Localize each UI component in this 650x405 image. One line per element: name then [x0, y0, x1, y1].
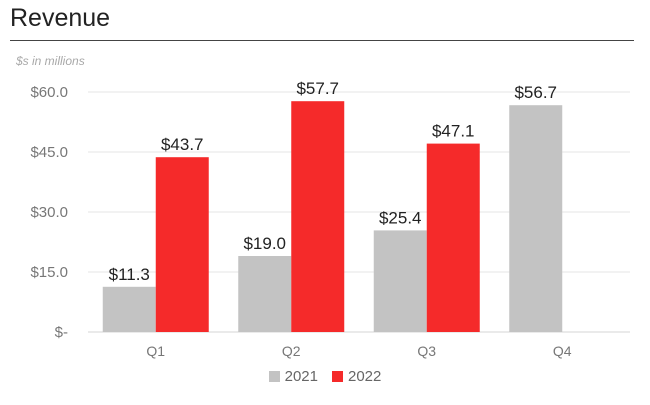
data-label: $19.0	[243, 234, 286, 253]
bar-2022-q3	[426, 143, 480, 332]
data-label: $47.1	[432, 122, 475, 141]
bar-2022-q1	[155, 157, 209, 332]
bar-2021-q2	[238, 256, 292, 332]
y-tick-label: $60.0	[30, 84, 68, 101]
y-tick-label: $30.0	[30, 204, 68, 221]
title-divider	[10, 40, 634, 41]
x-tick-label: Q3	[417, 343, 436, 359]
y-tick-label: $15.0	[30, 264, 68, 281]
y-tick-label: $45.0	[30, 144, 68, 161]
x-tick-label: Q1	[146, 343, 165, 359]
legend-item-2021: 2021	[268, 368, 318, 385]
legend-item-2022: 2022	[332, 368, 381, 385]
data-label: $43.7	[161, 135, 204, 154]
chart-title: Revenue	[10, 4, 111, 32]
x-tick-label: Q4	[553, 343, 572, 359]
data-label: $57.7	[296, 79, 339, 98]
chart-subtitle: $s in millions	[16, 54, 85, 68]
legend-label-2021: 2021	[284, 368, 318, 385]
data-label: $25.4	[379, 208, 422, 227]
bar-2021-q1	[102, 286, 156, 332]
chart-legend: 2021 2022	[0, 368, 650, 385]
legend-swatch-2022	[332, 371, 343, 382]
bar-2021-q4	[509, 105, 563, 332]
bar-2021-q3	[373, 230, 427, 332]
bar-2022-q2	[291, 101, 345, 332]
legend-swatch-2021	[268, 371, 280, 382]
data-label: $11.3	[109, 265, 150, 284]
y-tick-label: $-	[55, 324, 68, 341]
legend-label-2022: 2022	[348, 368, 382, 385]
x-tick-label: Q2	[282, 343, 301, 359]
data-label: $56.7	[514, 83, 557, 102]
